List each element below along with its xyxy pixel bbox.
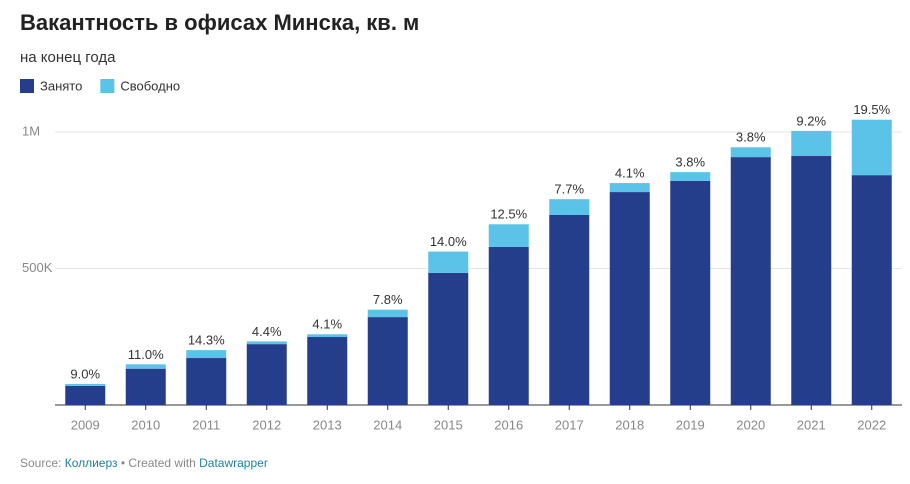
credit-link[interactable]: Datawrapper	[199, 456, 268, 470]
x-tick-label: 2018	[615, 417, 644, 432]
source-link[interactable]: Коллиерз	[65, 456, 118, 470]
bar-segment	[125, 368, 166, 405]
x-tick-label: 2017	[555, 417, 584, 432]
bar-segment	[65, 385, 106, 405]
bar-segment	[670, 172, 711, 181]
bar-annotation: 9.0%	[70, 366, 100, 381]
bar-annotation: 4.1%	[615, 165, 645, 180]
bar-annotation: 12.5%	[490, 207, 527, 222]
bar-segment	[186, 358, 227, 405]
bar-segment	[246, 344, 287, 405]
bar-annotation: 3.8%	[675, 155, 705, 170]
bar-segment	[367, 309, 408, 318]
bar-segment	[488, 224, 529, 247]
x-tick-label: 2020	[736, 417, 765, 432]
bar-annotation: 3.8%	[736, 130, 766, 145]
bar-segment	[307, 334, 348, 338]
bar-annotation: 9.2%	[796, 113, 826, 128]
bar-annotation: 4.1%	[312, 317, 342, 332]
x-tick-label: 2009	[71, 417, 100, 432]
bar-segment	[428, 272, 469, 405]
x-tick-label: 2011	[192, 417, 220, 432]
source: Source: Коллиерз • Created with Datawrap…	[20, 456, 268, 470]
legend-swatch	[100, 79, 115, 93]
bar-segment	[851, 175, 892, 405]
legend-label: Свободно	[120, 78, 180, 93]
x-tick-label: 2021	[797, 417, 826, 432]
chart-subtitle: на конец года	[20, 49, 116, 66]
bar-segment	[307, 337, 348, 405]
credit-text: • Created with	[118, 456, 200, 470]
bar-segment	[670, 180, 711, 405]
bar-segment	[488, 246, 529, 405]
bar-segment	[730, 147, 771, 158]
bar-segment	[246, 341, 287, 345]
y-tick-label: 1M	[22, 123, 40, 138]
x-tick-label: 2013	[313, 417, 342, 432]
legend-label: Занято	[40, 78, 82, 93]
bar-segment	[609, 183, 650, 193]
legend-swatch	[20, 79, 34, 93]
bar-segment	[549, 199, 590, 215]
bar-segment	[791, 130, 832, 157]
bar-segment	[851, 119, 892, 176]
bar-annotation: 7.8%	[373, 292, 403, 307]
bar-annotation: 7.7%	[554, 182, 584, 197]
x-tick-label: 2014	[373, 417, 402, 432]
bar-annotation: 14.0%	[430, 234, 467, 249]
y-tick-label: 500K	[22, 260, 53, 275]
bar-segment	[549, 214, 590, 405]
bar-segment	[791, 156, 832, 405]
bar-segment	[730, 157, 771, 405]
bar-segment	[125, 364, 166, 369]
bar-annotation: 19.5%	[853, 102, 890, 117]
bar-annotation: 11.0%	[128, 347, 164, 362]
chart-title: Вакантность в офисах Минска, кв. м	[20, 10, 419, 35]
bar-annotation: 4.4%	[252, 324, 282, 339]
x-tick-label: 2012	[252, 417, 281, 432]
bar-annotation: 14.3%	[188, 333, 225, 348]
source-label: Source:	[20, 456, 65, 470]
x-tick-label: 2016	[494, 417, 523, 432]
bar-segment	[65, 383, 106, 386]
x-tick-label: 2019	[676, 417, 705, 432]
x-tick-label: 2010	[131, 417, 160, 432]
x-tick-label: 2015	[434, 417, 463, 432]
bar-segment	[186, 350, 227, 359]
x-tick-label: 2022	[857, 417, 886, 432]
bar-segment	[428, 251, 469, 273]
bar-segment	[609, 192, 650, 405]
bar-segment	[367, 317, 408, 405]
